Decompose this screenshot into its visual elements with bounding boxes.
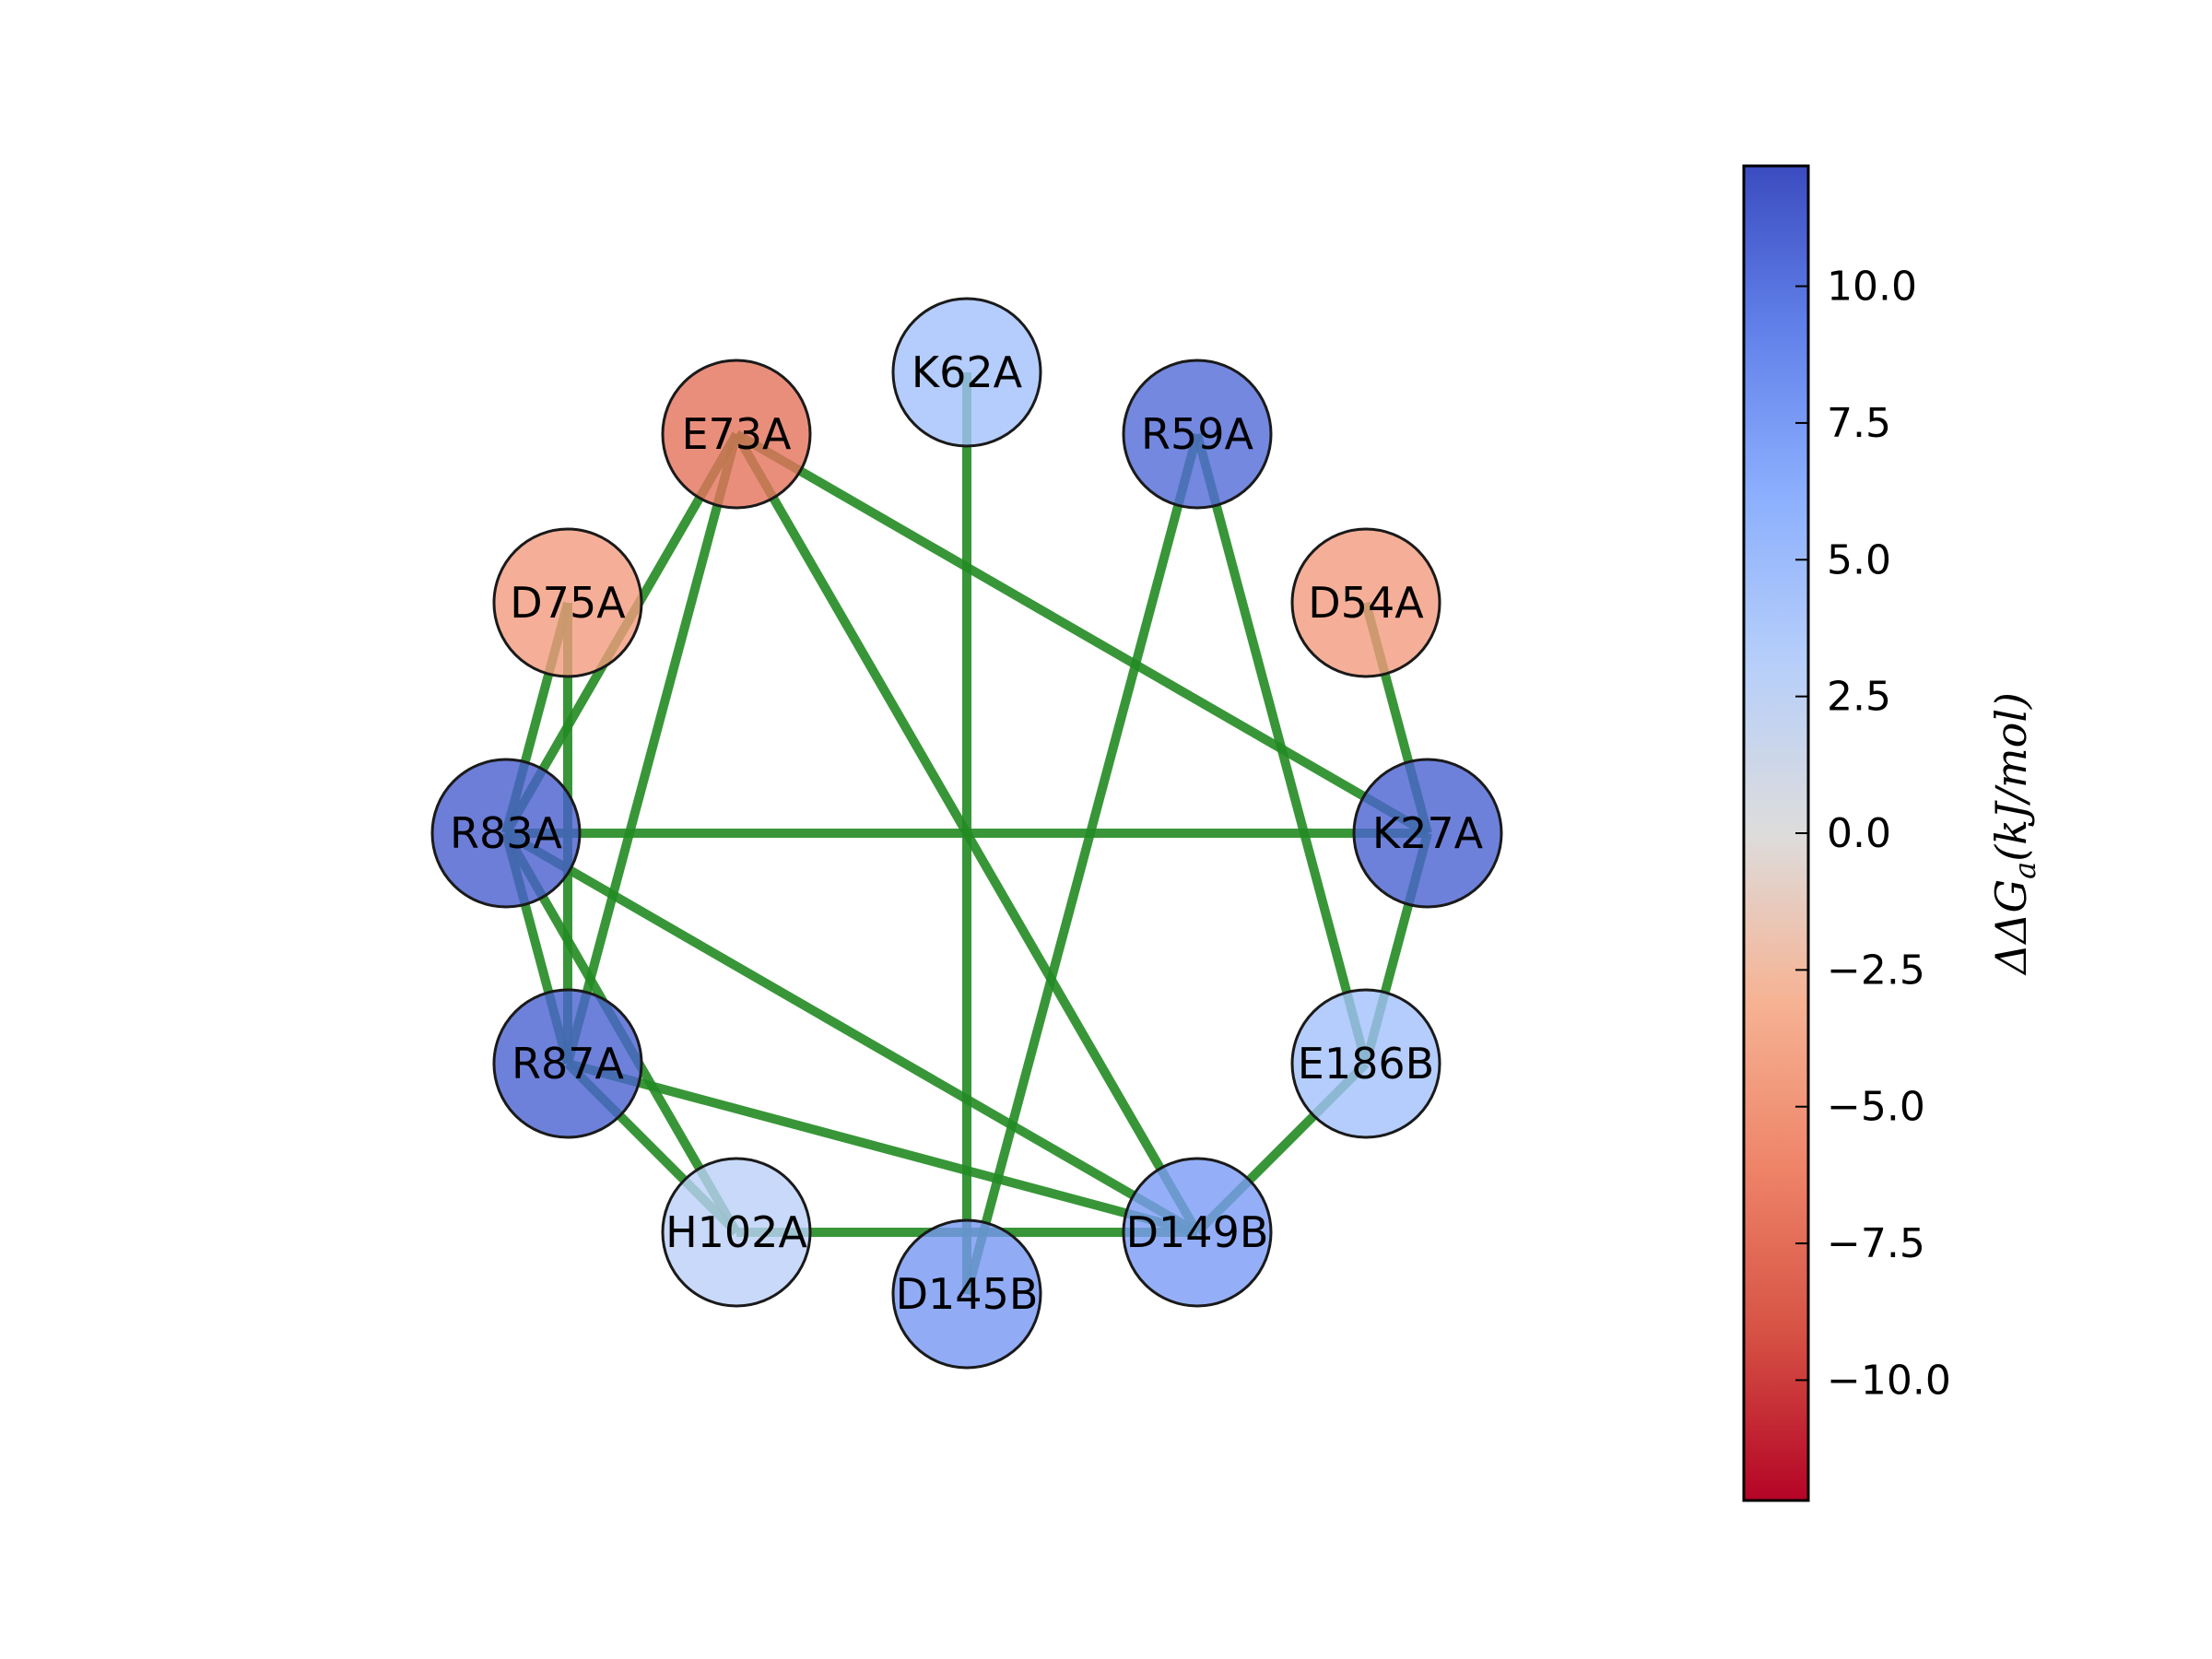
- node-circle: [1352, 758, 1503, 909]
- colorbar-tick-label: 5.0: [1827, 536, 1891, 583]
- node-circle: [430, 758, 582, 909]
- colorbar-tick-label: −5.0: [1827, 1084, 1925, 1131]
- colorbar-tick-label: 10.0: [1827, 264, 1917, 311]
- node-R59A: R59A: [1122, 359, 1273, 510]
- node-E186B: E186B: [1290, 988, 1441, 1139]
- node-circle: [1122, 359, 1273, 510]
- edge-R59A-E186B: [1193, 432, 1371, 1065]
- colorbar-ticks: 10.0 7.5 5.0 2.5 0.0 −2.5 −5.0 −7.5 −10.0: [1795, 264, 1951, 1404]
- node-circle: [492, 527, 643, 678]
- node-label: R83A: [450, 808, 562, 858]
- edge-R83A-D149B: [503, 829, 1200, 1237]
- colorbar-title: ΔΔGa(kJ/mol): [1986, 692, 2042, 976]
- edge-E73A-K27A: [734, 429, 1430, 838]
- node-E73A: E73A: [661, 359, 812, 510]
- node-circle: [1122, 1157, 1273, 1308]
- colorbar-title-main: ΔΔG: [1986, 879, 2036, 976]
- node-K62A: K62A: [891, 297, 1042, 448]
- node-circle: [891, 1218, 1042, 1370]
- node-D149B: D149B: [1122, 1157, 1273, 1308]
- colorbar-tick-label: 0.0: [1827, 810, 1891, 857]
- node-R83A: R83A: [430, 758, 582, 909]
- node-label: D145B: [896, 1269, 1039, 1319]
- node-label: K27A: [1372, 808, 1484, 858]
- node-circle: [661, 1157, 812, 1308]
- edges-layer: [501, 372, 1432, 1296]
- node-D75A: D75A: [492, 527, 643, 678]
- nodes-layer: K62A R59A D54A K27A E186B D149B D145B H102A R87A…: [430, 297, 1503, 1370]
- colorbar-tick-label: −2.5: [1827, 947, 1925, 994]
- node-circle: [1290, 988, 1441, 1139]
- node-circle: [661, 359, 812, 510]
- node-D54A: D54A: [1290, 527, 1441, 678]
- node-label: D149B: [1126, 1207, 1269, 1257]
- colorbar-tick-label: −10.0: [1827, 1357, 1951, 1404]
- colorbar-tick-label: 7.5: [1827, 400, 1891, 447]
- edge-R59A-D145B: [962, 432, 1202, 1296]
- node-label: D75A: [510, 578, 626, 628]
- node-H102A: H102A: [661, 1157, 812, 1308]
- node-K27A: K27A: [1352, 758, 1503, 909]
- colorbar-tick-label: 2.5: [1827, 674, 1891, 721]
- node-circle: [891, 297, 1042, 448]
- colorbar-title-unit: (kJ/mol): [1986, 692, 2036, 862]
- node-label: R87A: [512, 1039, 624, 1088]
- node-circle: [1290, 527, 1441, 678]
- node-label: E73A: [681, 409, 792, 459]
- node-R87A: R87A: [492, 988, 643, 1139]
- node-label: K62A: [912, 347, 1023, 397]
- edge-R87A-D149B: [566, 1059, 1199, 1237]
- node-label: R59A: [1141, 409, 1253, 459]
- node-label: E186B: [1298, 1039, 1434, 1088]
- node-label: H102A: [665, 1207, 807, 1257]
- edge-E73A-R87A: [563, 432, 741, 1065]
- node-circle: [492, 988, 643, 1139]
- colorbar: 10.0 7.5 5.0 2.5 0.0 −2.5 −5.0 −7.5 −10.0 ΔΔGa(k…: [1742, 164, 2042, 1502]
- colorbar-title-sub: a: [2007, 862, 2042, 879]
- node-label: D54A: [1308, 578, 1424, 628]
- colorbar-tick-label: −7.5: [1827, 1220, 1925, 1267]
- node-D145B: D145B: [891, 1218, 1042, 1370]
